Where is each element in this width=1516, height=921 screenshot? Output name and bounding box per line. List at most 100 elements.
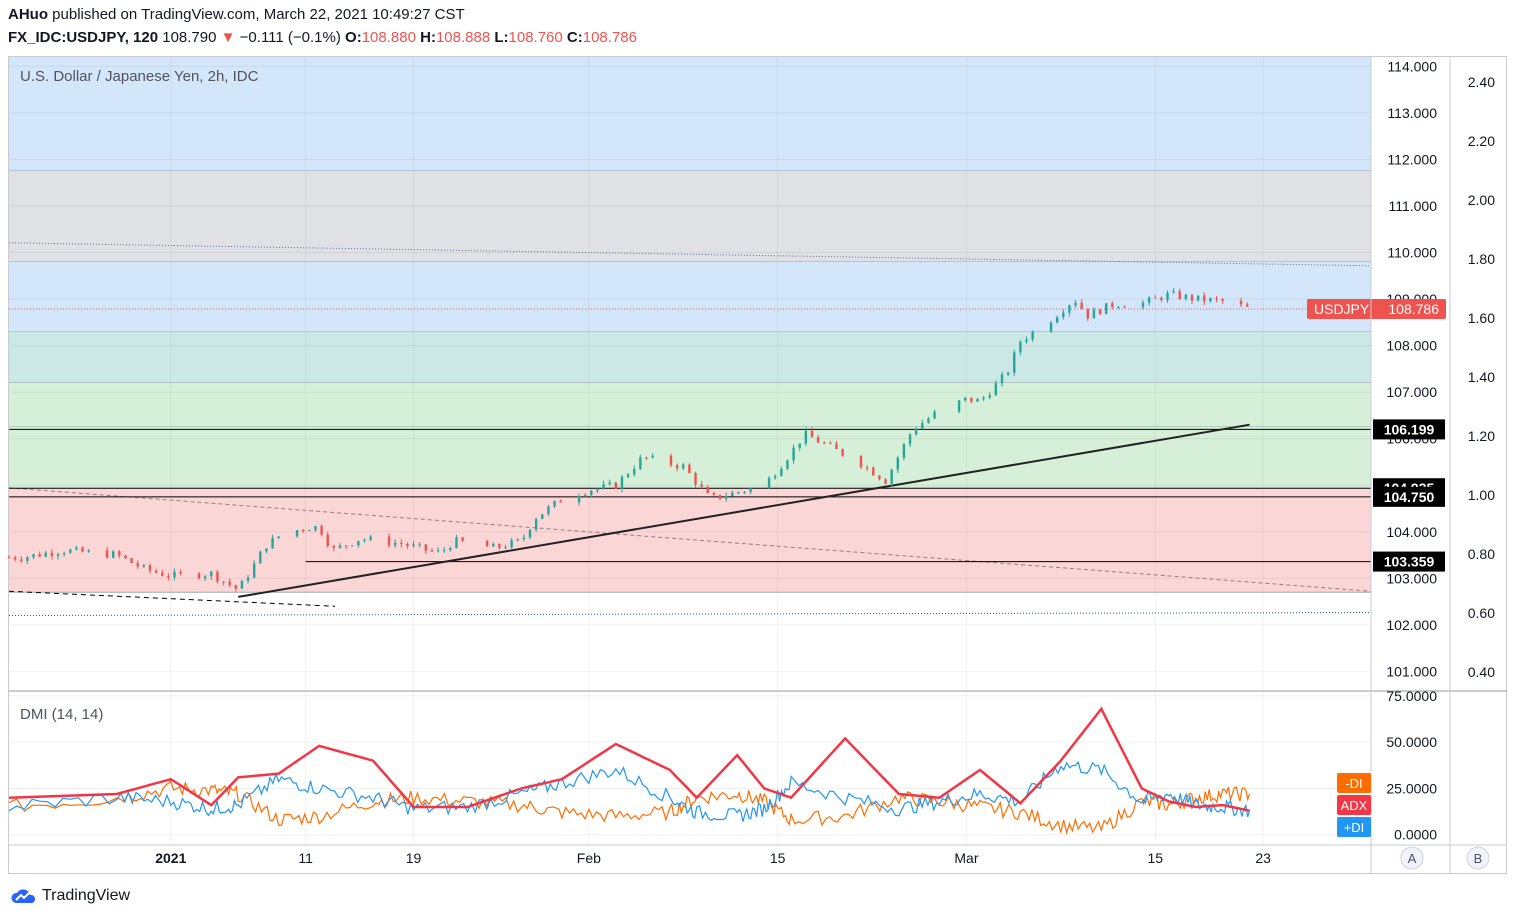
candle-body	[449, 547, 452, 550]
price-tag-symbol: USDJPY	[1314, 301, 1370, 317]
candle-body	[326, 534, 329, 547]
candle-body	[516, 539, 519, 541]
candle-body	[522, 537, 526, 540]
candle-body	[87, 550, 90, 552]
candle-body	[26, 557, 29, 561]
scale-tick-label: 0.40	[1468, 664, 1495, 680]
candle-body	[1203, 295, 1206, 302]
symbol-name: FX_IDC:USDJPY, 120	[8, 29, 159, 46]
chart-title: U.S. Dollar / Japanese Yen, 2h, IDC	[20, 68, 259, 85]
candle-body	[970, 397, 973, 402]
price-tick-label: 111.000	[1388, 198, 1437, 214]
candle-body	[302, 530, 305, 532]
dotted-upper-line	[8, 242, 1372, 267]
candle-body	[412, 544, 415, 546]
candle-body	[865, 467, 869, 469]
candle-body	[577, 496, 581, 503]
time-tick-label: 11	[298, 850, 313, 866]
candle-body	[1086, 308, 1090, 319]
price-tick-label: 101.000	[1386, 663, 1437, 679]
candle-body	[749, 488, 752, 492]
time-tick-label: 19	[406, 850, 422, 866]
candle-body	[1239, 300, 1243, 305]
candle-body	[694, 473, 697, 485]
candle-body	[1092, 309, 1096, 319]
candle-body	[1215, 298, 1218, 300]
candle-body	[363, 539, 366, 541]
candle-body	[1006, 372, 1010, 375]
candle-body	[921, 422, 924, 429]
candle-body	[633, 469, 636, 475]
scale-tick-label: 1.20	[1468, 428, 1495, 444]
dmi-tag-label: -DI	[1345, 776, 1362, 791]
candle-body	[596, 488, 599, 491]
candle-body	[927, 418, 930, 423]
price-tick-label: 104.000	[1386, 524, 1437, 540]
zone-0	[9, 57, 1371, 172]
candle-body	[1074, 302, 1077, 306]
candle-body	[902, 444, 906, 458]
candle-body	[7, 557, 11, 559]
dmi-line-ADX	[8, 706, 1250, 812]
candle-body	[252, 563, 256, 578]
candle-body	[485, 541, 489, 547]
candle-body	[418, 544, 421, 546]
candle-body	[645, 457, 648, 459]
scale-button-b[interactable]	[1466, 846, 1490, 870]
candle-body	[651, 455, 654, 458]
candle-body	[118, 551, 121, 556]
candle-body	[430, 550, 434, 552]
scale-button-a[interactable]	[1400, 846, 1424, 870]
price-change: −0.111 (−0.1%)	[239, 29, 341, 46]
scale-tick-label: 2.20	[1468, 133, 1495, 149]
dmi-tag-label: ADX	[1341, 798, 1368, 813]
candle-body	[872, 467, 875, 476]
candle-body	[774, 476, 777, 478]
grid-lines	[9, 57, 1371, 844]
candle-body	[884, 479, 887, 484]
candle-body	[148, 565, 152, 571]
candle-body	[1184, 294, 1188, 299]
candle-body	[602, 484, 605, 489]
high-label: H:	[420, 29, 436, 46]
candle-body	[731, 492, 734, 497]
tradingview-logo[interactable]: TradingView	[10, 887, 130, 905]
author-name[interactable]: AHuo	[8, 6, 48, 23]
candle-body	[234, 585, 237, 589]
candle-body	[295, 530, 299, 537]
candle-body	[1098, 309, 1102, 315]
candle-body	[369, 536, 372, 540]
level-tag-bg	[1373, 419, 1445, 440]
candle-body	[1245, 304, 1249, 307]
candle-body	[712, 493, 716, 495]
candle-body	[228, 581, 231, 586]
candle-body	[44, 552, 47, 557]
fibonacci-zones	[9, 57, 1371, 593]
last-price: 108.790	[162, 29, 217, 46]
dmi-tick-label: 50.0000	[1386, 734, 1437, 750]
candles	[7, 287, 1249, 592]
candle-body	[988, 395, 991, 398]
open-label: O:	[345, 29, 362, 46]
candle-body	[197, 573, 201, 579]
candle-body	[1031, 331, 1034, 340]
high-value: 108.888	[435, 29, 491, 46]
candle-body	[1154, 297, 1157, 299]
dashed-support-line	[8, 590, 336, 607]
candle-body	[718, 494, 722, 499]
dmi-lines	[8, 706, 1251, 835]
time-tick-label: 2021	[155, 850, 186, 866]
candle-body	[982, 397, 985, 400]
price-tick-label: 102.000	[1386, 617, 1437, 633]
candle-body	[914, 428, 918, 435]
candle-body	[161, 572, 164, 576]
candle-body	[1172, 291, 1175, 293]
low-label: L:	[494, 29, 509, 46]
candle-body	[504, 547, 507, 549]
candle-body	[240, 580, 244, 589]
scale-tick-label: 1.40	[1468, 369, 1495, 385]
candle-body	[210, 571, 213, 577]
candle-body	[1019, 341, 1022, 353]
candle-body	[890, 469, 893, 484]
